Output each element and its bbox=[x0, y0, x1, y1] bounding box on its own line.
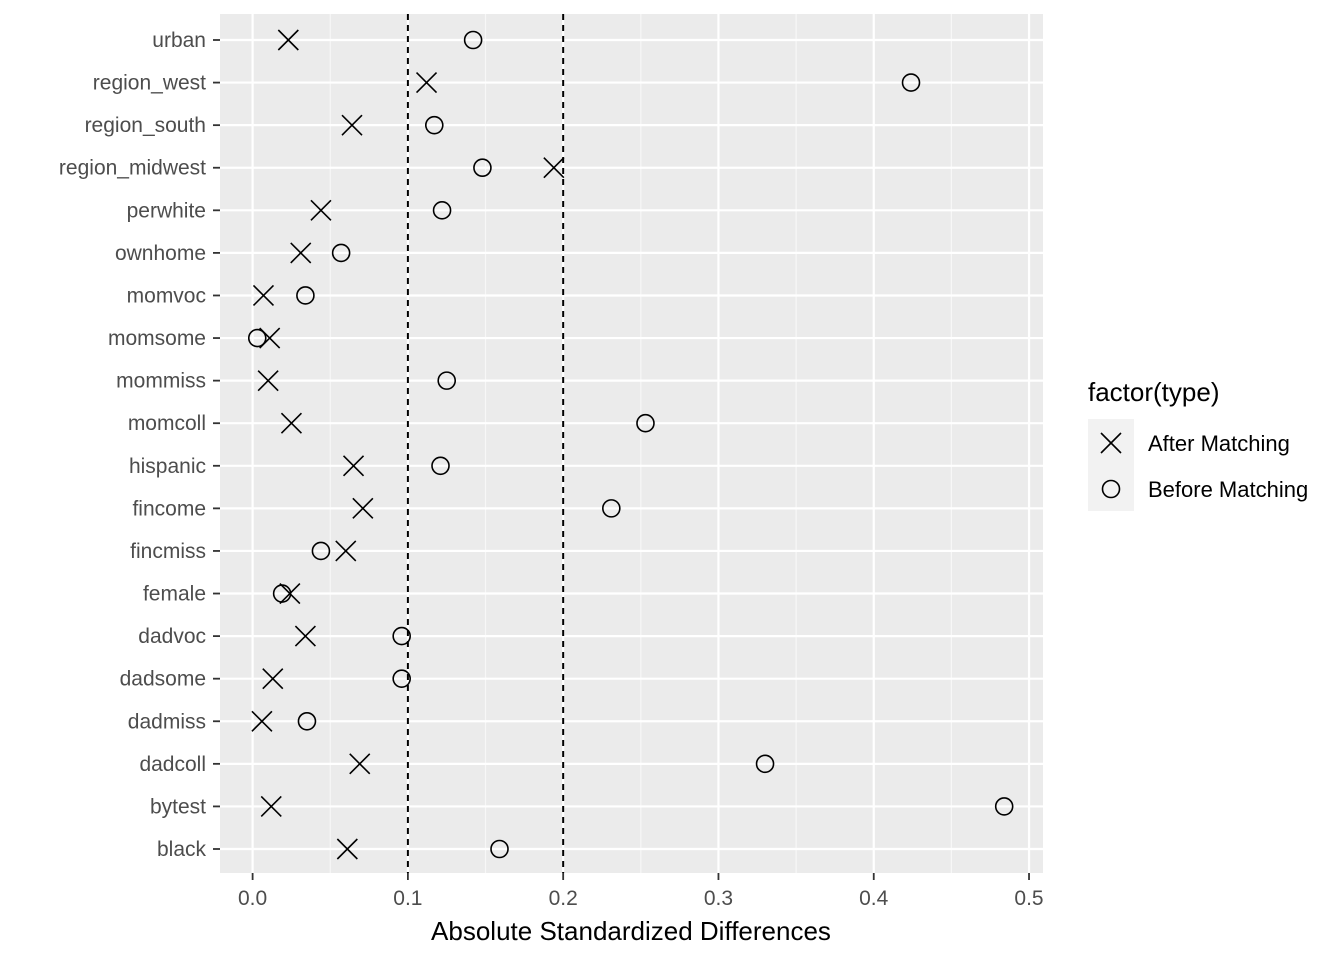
x-tick-label: 0.3 bbox=[704, 887, 733, 910]
after-matching-point bbox=[415, 72, 438, 94]
legend: factor(type) After Matching Before Match… bbox=[1088, 377, 1308, 511]
before-matching-point bbox=[331, 243, 351, 263]
before-matching-point bbox=[392, 626, 411, 646]
after-matching-point bbox=[290, 242, 312, 264]
legend-key-circle bbox=[1101, 479, 1121, 499]
x-tick-label: 0.2 bbox=[549, 887, 578, 910]
y-tick-label: region_south bbox=[85, 114, 206, 137]
y-tick-label: momcoll bbox=[128, 412, 206, 435]
y-tick-label: momsome bbox=[108, 327, 206, 350]
legend-title: factor(type) bbox=[1088, 377, 1220, 407]
y-tick-label: female bbox=[143, 583, 206, 606]
x-tick-label: 0.5 bbox=[1014, 887, 1043, 910]
before-matching-point bbox=[636, 413, 655, 433]
y-tick-label: region_midwest bbox=[59, 157, 206, 180]
minor-grid bbox=[329, 14, 952, 873]
before-matching-point bbox=[463, 30, 483, 50]
x-tick-label: 0.0 bbox=[238, 887, 267, 910]
before-matching-point bbox=[994, 797, 1014, 816]
y-tick-label: bytest bbox=[150, 795, 206, 818]
after-matching-point bbox=[543, 157, 565, 179]
y-tick-label: dadmiss bbox=[128, 710, 206, 733]
legend-label-after-matching: After Matching bbox=[1148, 431, 1290, 456]
y-tick-label: perwhite bbox=[127, 199, 206, 222]
after-matching-point bbox=[280, 412, 302, 434]
after-matching-point bbox=[342, 455, 365, 477]
after-matching-point bbox=[310, 199, 332, 221]
y-tick-label: dadcoll bbox=[139, 753, 206, 776]
x-axis: 0.0 0.1 0.2 0.3 0.4 0.5 bbox=[238, 873, 1044, 910]
reference-lines bbox=[406, 14, 565, 873]
legend-key-background bbox=[1088, 419, 1134, 511]
y-tick-label: urban bbox=[152, 29, 206, 52]
after-matching-point bbox=[252, 284, 275, 307]
after-matching-point bbox=[352, 497, 374, 519]
after-matching-point bbox=[260, 795, 282, 817]
y-tick-label: hispanic bbox=[129, 455, 206, 478]
x-axis-title: Absolute Standardized Differences bbox=[431, 916, 831, 946]
before-matching-point bbox=[431, 456, 450, 476]
legend-circle-marker bbox=[1101, 479, 1121, 499]
before-matching-point bbox=[424, 115, 444, 135]
legend-label-before-matching: Before Matching bbox=[1148, 477, 1308, 502]
y-tick-label: dadsome bbox=[120, 668, 206, 691]
before-matching-point bbox=[247, 328, 267, 348]
before-matching-point bbox=[297, 711, 317, 731]
major-grid bbox=[220, 14, 1043, 873]
after-matching-point bbox=[277, 29, 299, 51]
y-tick-label: mommiss bbox=[116, 370, 206, 393]
after-matching-point bbox=[294, 625, 316, 647]
before-matching-point bbox=[755, 754, 775, 774]
before-matching-point bbox=[311, 541, 331, 561]
after-matching-point bbox=[257, 370, 279, 392]
legend-key-cross bbox=[1100, 432, 1122, 454]
x-tick-label: 0.1 bbox=[393, 887, 422, 910]
x-tick-label: 0.4 bbox=[859, 887, 889, 910]
plot-panel bbox=[220, 14, 1043, 873]
y-tick-label: dadvoc bbox=[138, 625, 206, 648]
y-tick-label: fincome bbox=[132, 497, 206, 520]
legend-cross-marker bbox=[1100, 432, 1122, 454]
before-matching-point bbox=[272, 584, 292, 603]
data-points bbox=[247, 29, 1014, 860]
y-tick-label: ownhome bbox=[115, 242, 206, 265]
before-matching-point bbox=[432, 201, 452, 220]
before-matching-point bbox=[490, 839, 509, 859]
before-matching-point bbox=[437, 371, 457, 390]
y-tick-label: black bbox=[157, 838, 207, 861]
after-matching-point bbox=[251, 710, 273, 732]
before-matching-point bbox=[296, 286, 315, 305]
y-axis: urban region_west region_south region_midwe… bbox=[59, 29, 220, 861]
after-matching-point bbox=[341, 114, 363, 136]
after-matching-point bbox=[335, 540, 357, 562]
before-matching-point bbox=[392, 669, 411, 688]
after-matching-point bbox=[262, 668, 284, 690]
after-matching-point bbox=[349, 753, 371, 775]
before-matching-point bbox=[473, 158, 492, 178]
y-tick-label: region_west bbox=[93, 72, 206, 95]
after-matching-point bbox=[336, 838, 358, 860]
before-matching-point bbox=[602, 499, 621, 518]
before-matching-point bbox=[901, 73, 921, 92]
y-tick-label: momvoc bbox=[127, 284, 206, 307]
y-tick-label: fincmiss bbox=[130, 540, 206, 563]
